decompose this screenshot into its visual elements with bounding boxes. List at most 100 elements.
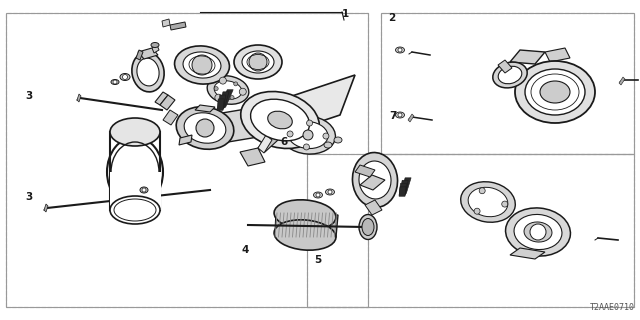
Circle shape	[316, 193, 320, 197]
Text: 7: 7	[389, 111, 396, 121]
Polygon shape	[258, 135, 278, 152]
Ellipse shape	[268, 111, 292, 129]
Polygon shape	[408, 114, 414, 122]
Ellipse shape	[280, 116, 335, 154]
Polygon shape	[399, 180, 408, 194]
Ellipse shape	[137, 58, 159, 86]
Polygon shape	[163, 110, 178, 125]
Polygon shape	[355, 165, 375, 177]
Polygon shape	[258, 135, 272, 153]
Circle shape	[239, 88, 246, 95]
Ellipse shape	[111, 79, 119, 84]
Ellipse shape	[110, 118, 160, 146]
Polygon shape	[44, 204, 48, 212]
Circle shape	[230, 95, 234, 100]
Circle shape	[122, 75, 127, 79]
Circle shape	[196, 119, 214, 137]
Ellipse shape	[274, 220, 336, 250]
Ellipse shape	[132, 52, 164, 92]
Ellipse shape	[515, 61, 595, 123]
Circle shape	[215, 94, 222, 101]
Ellipse shape	[314, 192, 323, 198]
Circle shape	[398, 48, 402, 52]
Polygon shape	[510, 248, 545, 259]
Ellipse shape	[353, 153, 397, 207]
Ellipse shape	[175, 46, 230, 84]
Polygon shape	[162, 19, 170, 27]
Ellipse shape	[359, 161, 391, 199]
Ellipse shape	[120, 74, 130, 81]
Ellipse shape	[288, 121, 328, 148]
Text: 6: 6	[280, 137, 287, 147]
Circle shape	[234, 82, 237, 86]
Ellipse shape	[540, 81, 570, 103]
Polygon shape	[399, 187, 406, 196]
Text: 3: 3	[25, 192, 32, 202]
Polygon shape	[179, 135, 192, 145]
Circle shape	[303, 144, 309, 150]
Ellipse shape	[107, 137, 163, 207]
Ellipse shape	[184, 113, 226, 143]
Polygon shape	[498, 60, 512, 73]
Ellipse shape	[183, 52, 221, 78]
Polygon shape	[400, 178, 411, 194]
Polygon shape	[77, 94, 81, 102]
Ellipse shape	[242, 51, 274, 73]
Text: T2AAE0710: T2AAE0710	[590, 303, 635, 312]
Ellipse shape	[362, 219, 374, 236]
Circle shape	[328, 190, 332, 194]
Ellipse shape	[334, 137, 342, 143]
Circle shape	[474, 208, 480, 214]
Circle shape	[530, 224, 546, 240]
Circle shape	[398, 113, 402, 117]
Polygon shape	[138, 48, 158, 59]
Ellipse shape	[324, 142, 332, 148]
Polygon shape	[110, 172, 161, 210]
Polygon shape	[275, 213, 338, 237]
Ellipse shape	[498, 66, 522, 84]
Ellipse shape	[176, 107, 234, 149]
Circle shape	[192, 55, 212, 75]
Circle shape	[113, 80, 117, 84]
Polygon shape	[360, 175, 385, 190]
Circle shape	[323, 133, 329, 139]
Text: 2: 2	[388, 13, 396, 23]
Ellipse shape	[493, 62, 527, 88]
Polygon shape	[510, 50, 545, 64]
Text: 4: 4	[242, 245, 250, 255]
Ellipse shape	[274, 200, 336, 230]
Ellipse shape	[140, 187, 148, 193]
Ellipse shape	[151, 43, 159, 47]
Polygon shape	[220, 90, 233, 107]
Text: 1: 1	[342, 9, 349, 19]
Circle shape	[220, 77, 227, 84]
Polygon shape	[619, 77, 625, 85]
Ellipse shape	[110, 196, 160, 224]
Ellipse shape	[207, 76, 249, 104]
Circle shape	[214, 87, 218, 91]
Circle shape	[479, 188, 485, 194]
Polygon shape	[217, 99, 224, 110]
Circle shape	[502, 201, 508, 207]
Text: 5: 5	[314, 255, 321, 265]
Ellipse shape	[468, 187, 508, 217]
Ellipse shape	[251, 99, 309, 141]
Polygon shape	[365, 200, 382, 215]
Polygon shape	[265, 75, 355, 140]
Polygon shape	[218, 95, 226, 109]
Ellipse shape	[396, 47, 404, 53]
Ellipse shape	[525, 69, 585, 115]
Polygon shape	[136, 50, 143, 60]
Polygon shape	[152, 45, 159, 53]
Ellipse shape	[514, 214, 562, 250]
Ellipse shape	[241, 92, 319, 148]
Ellipse shape	[524, 222, 552, 242]
Ellipse shape	[214, 81, 242, 99]
Polygon shape	[240, 148, 265, 166]
Circle shape	[303, 130, 313, 140]
Circle shape	[307, 120, 312, 126]
Polygon shape	[170, 22, 186, 30]
Ellipse shape	[461, 182, 515, 222]
Polygon shape	[218, 92, 229, 108]
Polygon shape	[155, 92, 168, 105]
